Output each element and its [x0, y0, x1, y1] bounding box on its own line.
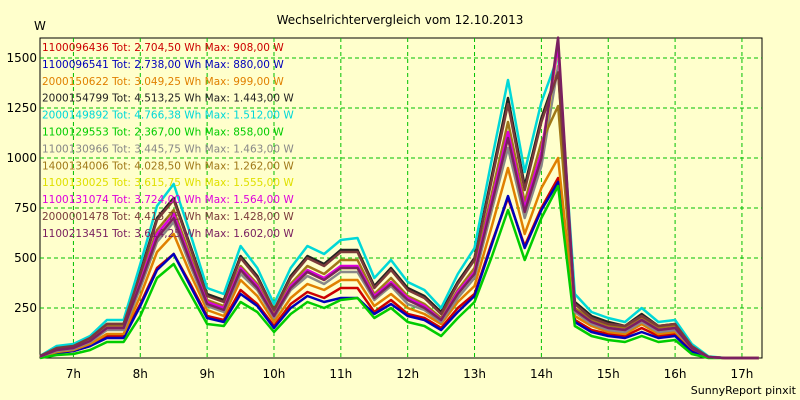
legend-entry-6: 1100129553 Tot: 2.367,00 Wh Max: 858,00 …	[42, 127, 284, 139]
chart-title: Wechselrichtervergleich vom 12.10.2013	[277, 13, 524, 27]
legend-entry-2: 1100096541 Tot: 2.738,00 Wh Max: 880,00 …	[42, 59, 284, 71]
y-axis-label: W	[34, 19, 46, 33]
x-axis-ticks: 7h 8h 9h 10h 11h 12h 13h 14h 15h 16h 17h	[66, 367, 754, 381]
legend-entry-9: 1100130025 Tot: 3.615,75 Wh Max: 1.555,0…	[42, 177, 294, 189]
y-axis-ticks: 250 500 750 1000 1250 1500	[6, 51, 37, 315]
series-line-5	[39, 54, 759, 360]
series-line-8	[39, 104, 759, 360]
x-tick-label: 13h	[463, 367, 486, 381]
x-tick-label: 8h	[133, 367, 148, 381]
legend-entry-11: 2000001478 Tot: 4.415,75 Wh Max: 1.428,0…	[42, 211, 294, 223]
legend-entry-8: 1400134006 Tot: 4.028,50 Wh Max: 1.262,0…	[42, 160, 294, 172]
y-tick-label: 1250	[6, 101, 37, 115]
legend-entry-4: 2000154799 Tot: 4.513,25 Wh Max: 1.443,0…	[42, 93, 294, 105]
y-tick-label: 750	[14, 201, 37, 215]
x-tick-label: 12h	[396, 367, 419, 381]
series-line-2	[39, 180, 759, 360]
legend-entry-1: 1100096436 Tot: 2.704,50 Wh Max: 908,00 …	[42, 42, 284, 54]
series-line-6	[39, 184, 759, 360]
x-tick-label: 16h	[664, 367, 687, 381]
x-tick-label: 7h	[66, 367, 81, 381]
series-line-4	[39, 68, 759, 360]
series-line-11	[39, 71, 759, 360]
legend-entry-3: 2000150622 Tot: 3.049,25 Wh Max: 999,00 …	[42, 76, 284, 88]
legend-entry-5: 2000149892 Tot: 4.766,38 Wh Max: 1.512,0…	[42, 110, 294, 122]
x-tick-label: 17h	[731, 367, 754, 381]
y-tick-label: 250	[14, 301, 37, 315]
x-tick-label: 9h	[200, 367, 215, 381]
x-tick-label: 14h	[530, 367, 553, 381]
legend-entry-10: 1100131074 Tot: 3.724,00 Wh Max: 1.564,0…	[42, 194, 294, 206]
series-line-7	[39, 64, 759, 360]
y-tick-label: 1000	[6, 151, 37, 165]
x-tick-label: 11h	[329, 367, 352, 381]
footer-credit: SunnyReport pinxit	[691, 384, 797, 397]
legend: 1100096436 Tot: 2.704,50 Wh Max: 908,00 …	[42, 42, 294, 240]
series-layer	[39, 36, 759, 360]
legend-entry-7: 1100130966 Tot: 3.445,75 Wh Max: 1.463,0…	[42, 143, 294, 155]
x-tick-label: 15h	[597, 367, 620, 381]
x-tick-label: 10h	[263, 367, 286, 381]
y-tick-label: 1500	[6, 51, 37, 65]
series-line-12	[39, 36, 759, 360]
legend-entry-12: 1100213451 Tot: 3.614,25 Wh Max: 1.602,0…	[42, 228, 294, 240]
plot-area	[39, 37, 763, 359]
y-tick-label: 500	[14, 251, 37, 265]
series-line-3	[39, 156, 759, 360]
